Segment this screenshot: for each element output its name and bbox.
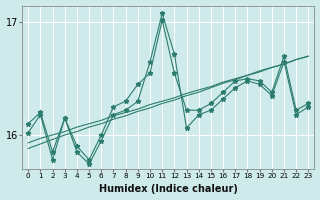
X-axis label: Humidex (Indice chaleur): Humidex (Indice chaleur) xyxy=(99,184,238,194)
